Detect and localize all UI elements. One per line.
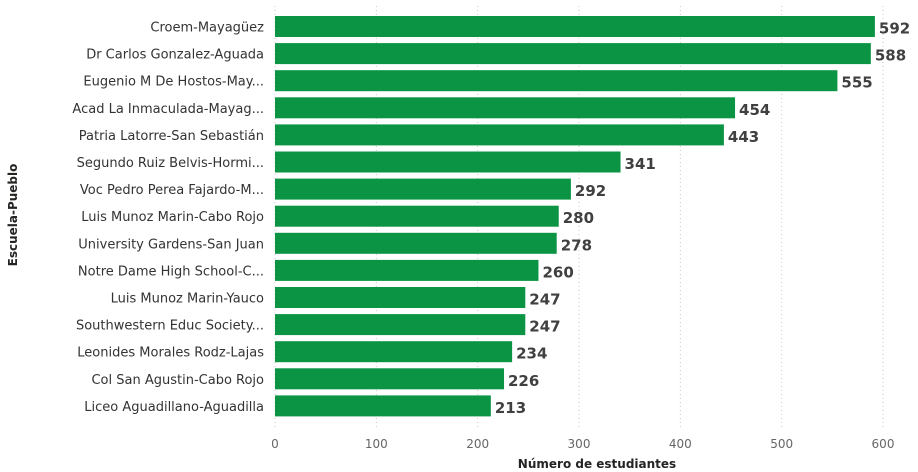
- bar: [275, 43, 871, 65]
- data-label: 588: [875, 47, 906, 65]
- data-label: 292: [575, 182, 606, 200]
- data-label: 247: [529, 318, 560, 336]
- data-label: 278: [561, 236, 592, 254]
- bar: [275, 287, 526, 308]
- data-label: 226: [508, 372, 539, 390]
- category-label: Segundo Ruiz Belvis-Hormi...: [77, 156, 264, 171]
- category-label: Croem-Mayagüez: [150, 21, 264, 36]
- category-label: Leonides Morales Rodz-Lajas: [77, 346, 264, 361]
- data-label: 280: [563, 209, 594, 227]
- x-tick-label: 400: [669, 437, 692, 451]
- category-label: Luis Munoz Marin-Yauco: [111, 292, 264, 307]
- bar: [275, 232, 557, 254]
- x-tick-label: 600: [872, 437, 895, 451]
- y-axis-title: Escuela-Pueblo: [6, 164, 20, 267]
- data-label: 454: [739, 101, 770, 119]
- x-tick-label: 200: [466, 437, 489, 451]
- bar: [275, 178, 571, 200]
- category-label: Liceo Aguadillano-Aguadilla: [84, 400, 264, 415]
- bar: [275, 205, 559, 227]
- bar: [275, 70, 838, 92]
- x-tick-label: 0: [271, 437, 279, 451]
- category-label: Acad La Inmaculada-Mayag...: [72, 102, 264, 117]
- data-label: 260: [542, 263, 573, 281]
- bar: [275, 314, 526, 336]
- x-axis-title: Número de estudiantes: [518, 457, 676, 471]
- category-label: Col San Agustin-Cabo Rojo: [91, 373, 264, 388]
- bar: [275, 151, 621, 173]
- data-label: 213: [495, 399, 526, 417]
- category-label: Dr Carlos Gonzalez-Aguada: [86, 48, 264, 63]
- bar: [275, 341, 513, 363]
- data-label: 247: [529, 291, 560, 309]
- bar: [275, 124, 724, 146]
- bar: [275, 368, 505, 390]
- bar: [275, 395, 491, 417]
- x-tick-labels: 0 100 200 300 400 500 600: [271, 437, 894, 451]
- data-label: 341: [625, 155, 656, 173]
- category-label: Notre Dame High School-C...: [78, 264, 264, 279]
- category-labels: Croem-Mayagüez Dr Carlos Gonzalez-Aguada E…: [72, 21, 264, 415]
- category-label: Southwestern Educ Society...: [76, 319, 264, 334]
- data-label: 443: [728, 128, 759, 146]
- category-label: University Gardens-San Juan: [78, 237, 264, 252]
- category-label: Voc Pedro Perea Fajardo-M...: [80, 183, 264, 198]
- bar: [275, 16, 875, 37]
- x-tick-label: 300: [568, 437, 591, 451]
- data-label: 555: [841, 74, 872, 92]
- bar: [275, 97, 736, 119]
- category-label: Patria Latorre-San Sebastián: [79, 129, 264, 144]
- bar: [275, 259, 539, 281]
- x-tick-label: 500: [770, 437, 793, 451]
- data-label: 234: [516, 345, 547, 363]
- bars: [275, 16, 875, 417]
- category-label: Luis Munoz Marin-Cabo Rojo: [81, 210, 264, 225]
- data-label: 592: [879, 20, 910, 38]
- category-label: Eugenio M De Hostos-May...: [83, 75, 264, 90]
- x-tick-label: 100: [365, 437, 388, 451]
